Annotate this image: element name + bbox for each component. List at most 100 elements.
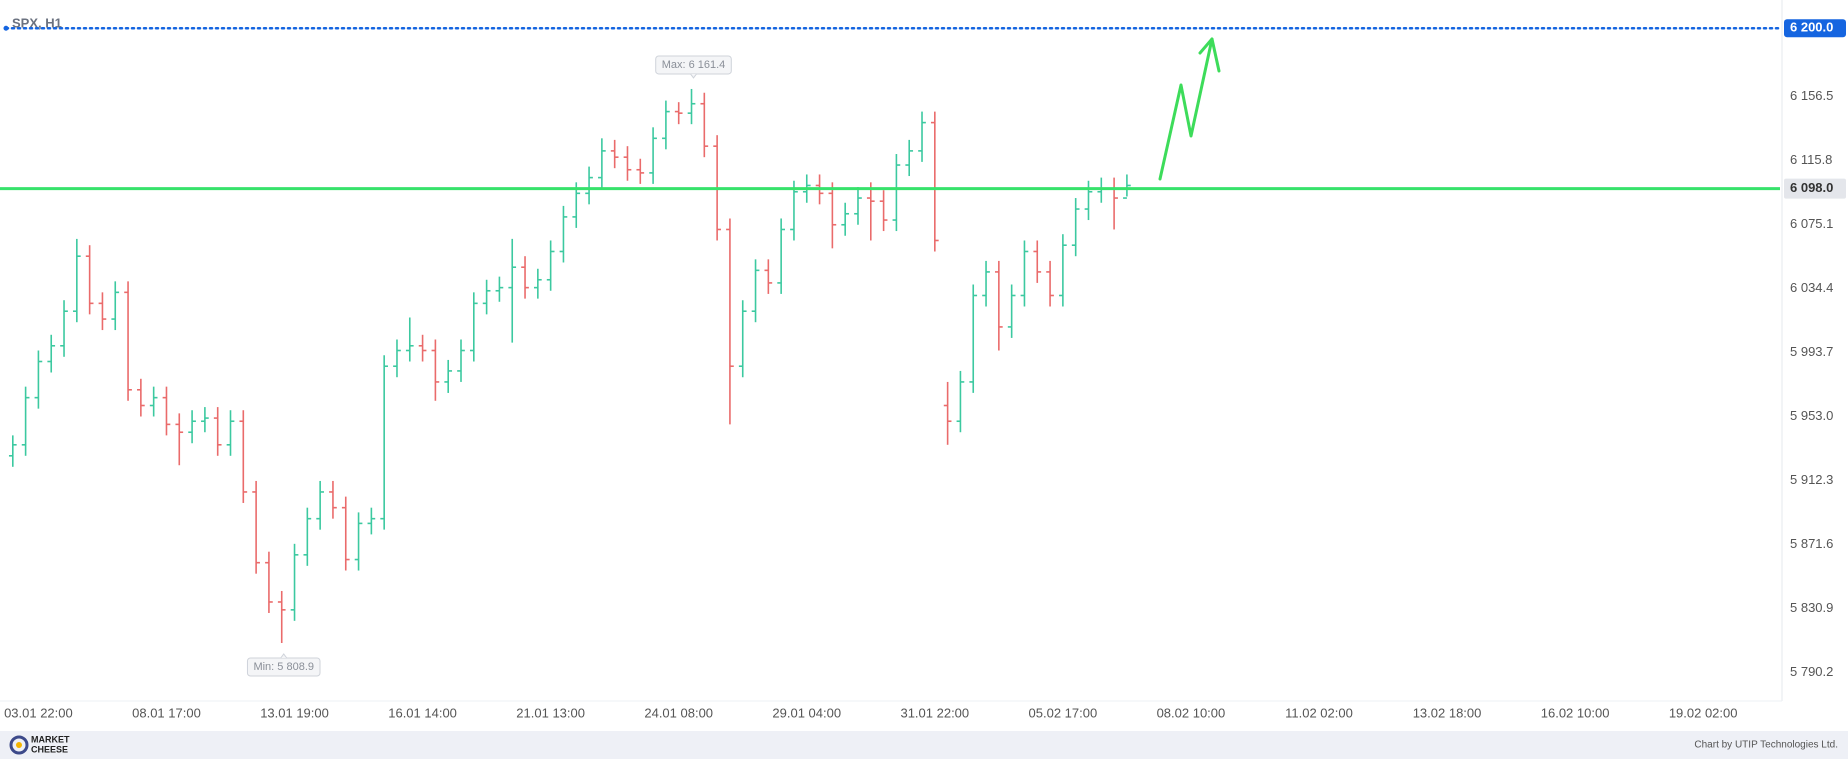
ohlc-bar (226, 410, 235, 456)
ohlc-bar (98, 292, 107, 331)
ohlc-bar (777, 218, 785, 294)
x-tick-label: 03.01 22:00 (4, 705, 73, 720)
x-tick-label: 13.02 18:00 (1413, 705, 1482, 720)
ohlc-bar (482, 279, 491, 315)
ohlc-bar (687, 88, 696, 125)
y-tick-label: 6 115.8 (1790, 152, 1832, 167)
x-tick-label: 08.02 10:00 (1157, 705, 1226, 720)
ohlc-bar (316, 480, 324, 530)
ohlc-bar (918, 111, 926, 162)
ohlc-bar (726, 218, 734, 425)
extreme-annotation: Max: 6 161.4 (655, 55, 732, 79)
price-label: 6 098.0 (1790, 180, 1833, 195)
ohlc-bar (303, 507, 312, 566)
y-tick-label: 5 830.9 (1790, 600, 1833, 615)
ohlc-bar (751, 259, 760, 323)
ohlc-bar (252, 480, 260, 574)
ohlc-bar (866, 182, 875, 241)
ohlc-bar (265, 551, 273, 613)
ohlc-bar (457, 339, 465, 382)
ohlc-bar (72, 238, 81, 323)
ohlc-bar (47, 334, 56, 373)
ohlc-bar (508, 238, 517, 343)
y-tick-label: 6 156.5 (1790, 88, 1833, 103)
brand-line: MARKET (31, 734, 70, 744)
x-tick-label: 16.02 10:00 (1541, 705, 1610, 720)
ohlc-bar (790, 180, 798, 241)
ohlc-bar (8, 435, 17, 467)
chart-title: SPX, H1 (12, 15, 62, 30)
x-tick-label: 29.01 04:00 (772, 705, 841, 720)
price-box (1784, 178, 1846, 199)
footer-band (0, 731, 1848, 759)
ohlc-bar (367, 507, 376, 535)
logo-icon (16, 742, 22, 748)
ohlc-bar (239, 410, 248, 503)
ohlc-bar (329, 480, 337, 519)
ohlc-bar (124, 281, 132, 401)
logo: MARKET CHEESE (9, 734, 70, 755)
ohlc-bar (930, 111, 939, 252)
x-tick-label: 16.01 14:00 (388, 705, 457, 720)
arrow-path (1158, 37, 1214, 181)
x-tick-label: 11.02 02:00 (1285, 705, 1353, 720)
ohlc-bar (738, 300, 747, 378)
ohlc-bar (1020, 240, 1029, 307)
annotation-text: Max: 6 161.4 (662, 59, 726, 71)
y-tick-label: 5 871.6 (1790, 536, 1833, 551)
y-tick-label: 5 790.2 (1790, 664, 1833, 679)
ohlc-bar (341, 496, 350, 571)
ohlc-bar (943, 381, 952, 445)
ohlc-bar (405, 317, 414, 362)
ohlc-bar (534, 268, 542, 299)
ohlc-bar (1071, 198, 1080, 257)
ohlc-bar (610, 139, 619, 169)
ohlc-bar (137, 378, 145, 417)
logo-icon (9, 735, 29, 755)
ohlc-bar (277, 590, 286, 644)
ohlc-bar (995, 260, 1003, 351)
bars (8, 88, 1131, 644)
y-tick-label: 5 953.0 (1790, 408, 1833, 423)
ohlc-bar (598, 138, 606, 189)
annotation-pointer (280, 653, 288, 659)
ohlc-bar (559, 205, 568, 263)
ohlc-bar (21, 386, 30, 456)
x-tick-label: 31.01 22:00 (900, 705, 969, 720)
x-tick-label: 19.02 02:00 (1669, 705, 1738, 720)
ohlc-bar (969, 284, 978, 393)
ohlc-bar (495, 276, 504, 302)
ohlc-bar (111, 281, 120, 331)
ohlc-bar (1046, 260, 1054, 307)
arrow-head (1198, 37, 1221, 73)
ohlc-bar (162, 386, 171, 436)
ohlc-bar (892, 154, 901, 232)
ohlc-bar (674, 102, 683, 125)
ohlc-bar (380, 355, 389, 530)
ohlc-bar (662, 100, 670, 150)
ohlc-bar (521, 256, 529, 299)
price-label: 6 200.0 (1790, 20, 1833, 35)
ohlc-bar (188, 410, 196, 444)
ohlc-bar (841, 202, 850, 236)
trend-arrow (1158, 37, 1221, 181)
ohlc-bar (418, 334, 427, 362)
ohlc-bar (828, 182, 837, 249)
x-tick-label: 08.01 17:00 (132, 705, 201, 720)
ohlc-bar (60, 300, 68, 357)
ohlc-bar (444, 359, 453, 393)
level-anchor (3, 25, 9, 31)
ohlc-bar (623, 146, 632, 181)
ohlc-bar (546, 240, 555, 291)
y-tick-label: 6 075.1 (1790, 216, 1833, 231)
ohlc-bar (1033, 240, 1042, 283)
x-tick-label: 21.01 13:00 (516, 705, 585, 720)
ohlc-bar (1123, 174, 1131, 199)
annotation-text: Min: 5 808.9 (253, 661, 314, 673)
ohlc-bar (85, 245, 94, 315)
y-tick-label: 5 993.7 (1790, 344, 1833, 359)
ohlc-bar (879, 190, 888, 232)
brand-line: CHEESE (31, 744, 68, 754)
ohlc-bar (213, 407, 222, 456)
